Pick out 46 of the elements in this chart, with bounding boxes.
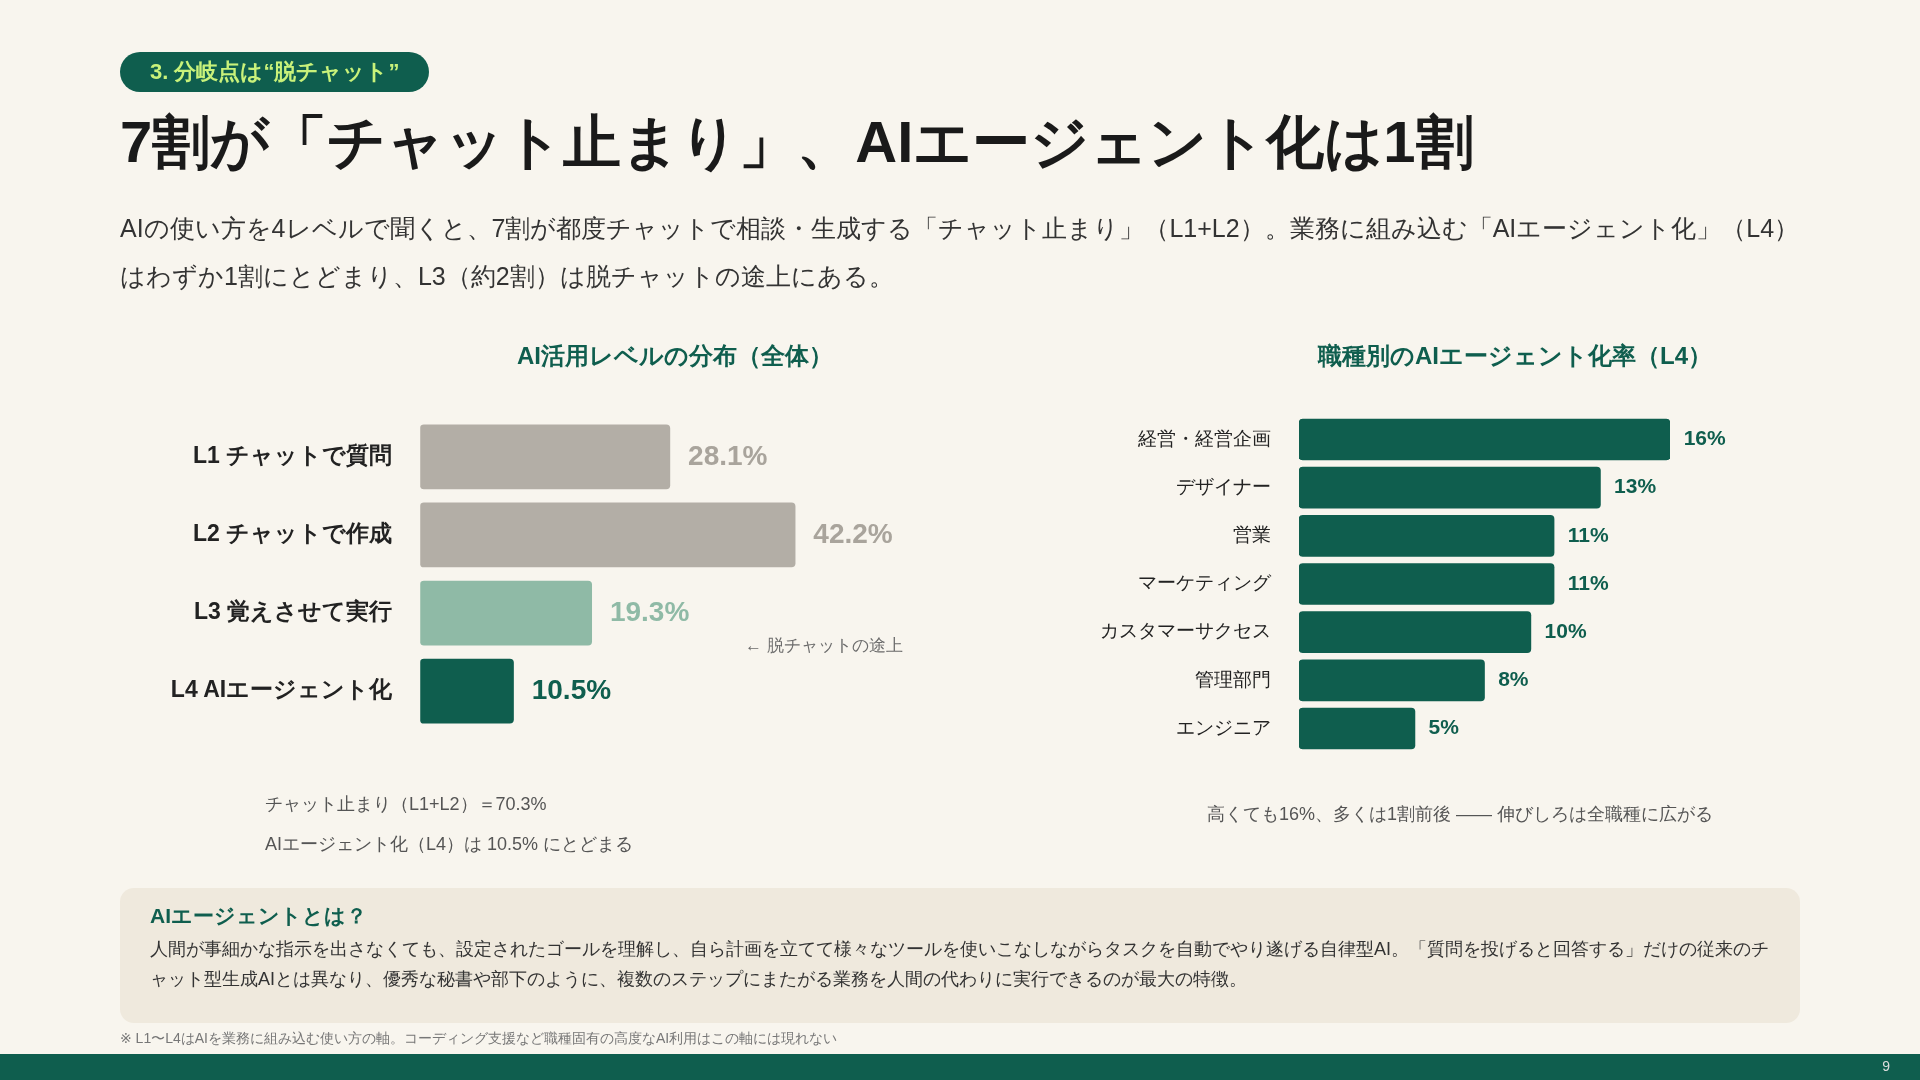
y-tick-label: L1 チャットで質問 [193,442,393,469]
chart-title: AI活用レベルの分布（全体） [516,341,834,371]
y-tick-label: マーケティング [1138,572,1272,594]
text: ※ L1〜L4はAIを業務に組み込む使い方の軸。コーディング支援など職種固有の高度なAI利用はこの軸には現れない [120,1030,838,1048]
bar [1299,659,1485,702]
bar [1299,707,1416,750]
data-label: 42.2% [813,517,893,549]
text: 人間が事細かな指示を出さなくても、設定されたゴールを理解し、自ら計画を立てて様々なツールを使いこなしながらタスクを自動でやり遂げる自律型AI。「質問を投げると回答する」だけの従来のチャット型生成AIとは異なり、優秀な秘書や部下のように、複数のステップにまたがる業務を人間の代わりに実行できるのが最大の特徴。 [150,938,1770,991]
y-tick-label: L2 チャットで作成 [193,520,393,547]
y-tick-label: 営業 [1233,524,1271,546]
bar [1299,563,1555,605]
data-label: 11% [1567,570,1609,594]
data-label: 28.1% [688,439,768,471]
data-label: 5% [1428,715,1460,739]
bar [420,502,796,568]
bar [420,580,593,646]
data-label: 10% [1544,618,1587,642]
annotation: ← 脱チャットの途上 [745,635,903,657]
y-tick-label: 管理部門 [1195,668,1271,690]
y-tick-label: エンジニア [1176,716,1271,738]
text: チャット止まり（L1+L2）＝70.3% [265,793,548,816]
text: AIの使い方を4レベルで聞くと、7割が都度チャットで相談・生成する「チャット止まり」（L1+L2）。業務に組み込む「AIエージェント化」（L4）はわずか1割にとどまり、L3（約2割）は脱チャットの途上にある。 [120,213,1800,292]
data-label: 16% [1683,426,1727,450]
text: 3. 分岐点は“脱チャット” [120,52,430,92]
data-label: 13% [1614,474,1657,498]
text: 高くても16%、多くは1割前後 —— 伸びしろは全職種に広がる [1205,803,1714,826]
bar [1299,418,1670,461]
text: 7割が「チャット止まり」、AIエージェント化は1割 [120,108,1475,176]
bar [1299,515,1555,557]
text: AIエージェントとは？ [150,903,368,929]
y-tick-label: 経営・経営企画 [1137,427,1271,449]
y-tick-label: カスタマーサクセス [1100,620,1271,642]
y-tick-label: デザイナー [1176,475,1271,497]
data-label: 10.5% [531,673,612,705]
bar [1299,466,1601,509]
bar [1299,611,1532,653]
bar [420,424,671,490]
text: 9 [1882,1058,1890,1074]
y-tick-label: L4 AIエージェント化 [170,676,394,703]
y-tick-label: L3 覚えさせて実行 [194,598,393,625]
data-label: 11% [1567,522,1609,546]
bar [420,658,514,724]
text: AIエージェント化（L4）は 10.5% にとどまる [265,833,635,856]
chart-title: 職種別のAIエージェント化率（L4） [1316,341,1713,371]
data-label: 8% [1498,667,1529,691]
data-label: 19.3% [609,595,690,627]
